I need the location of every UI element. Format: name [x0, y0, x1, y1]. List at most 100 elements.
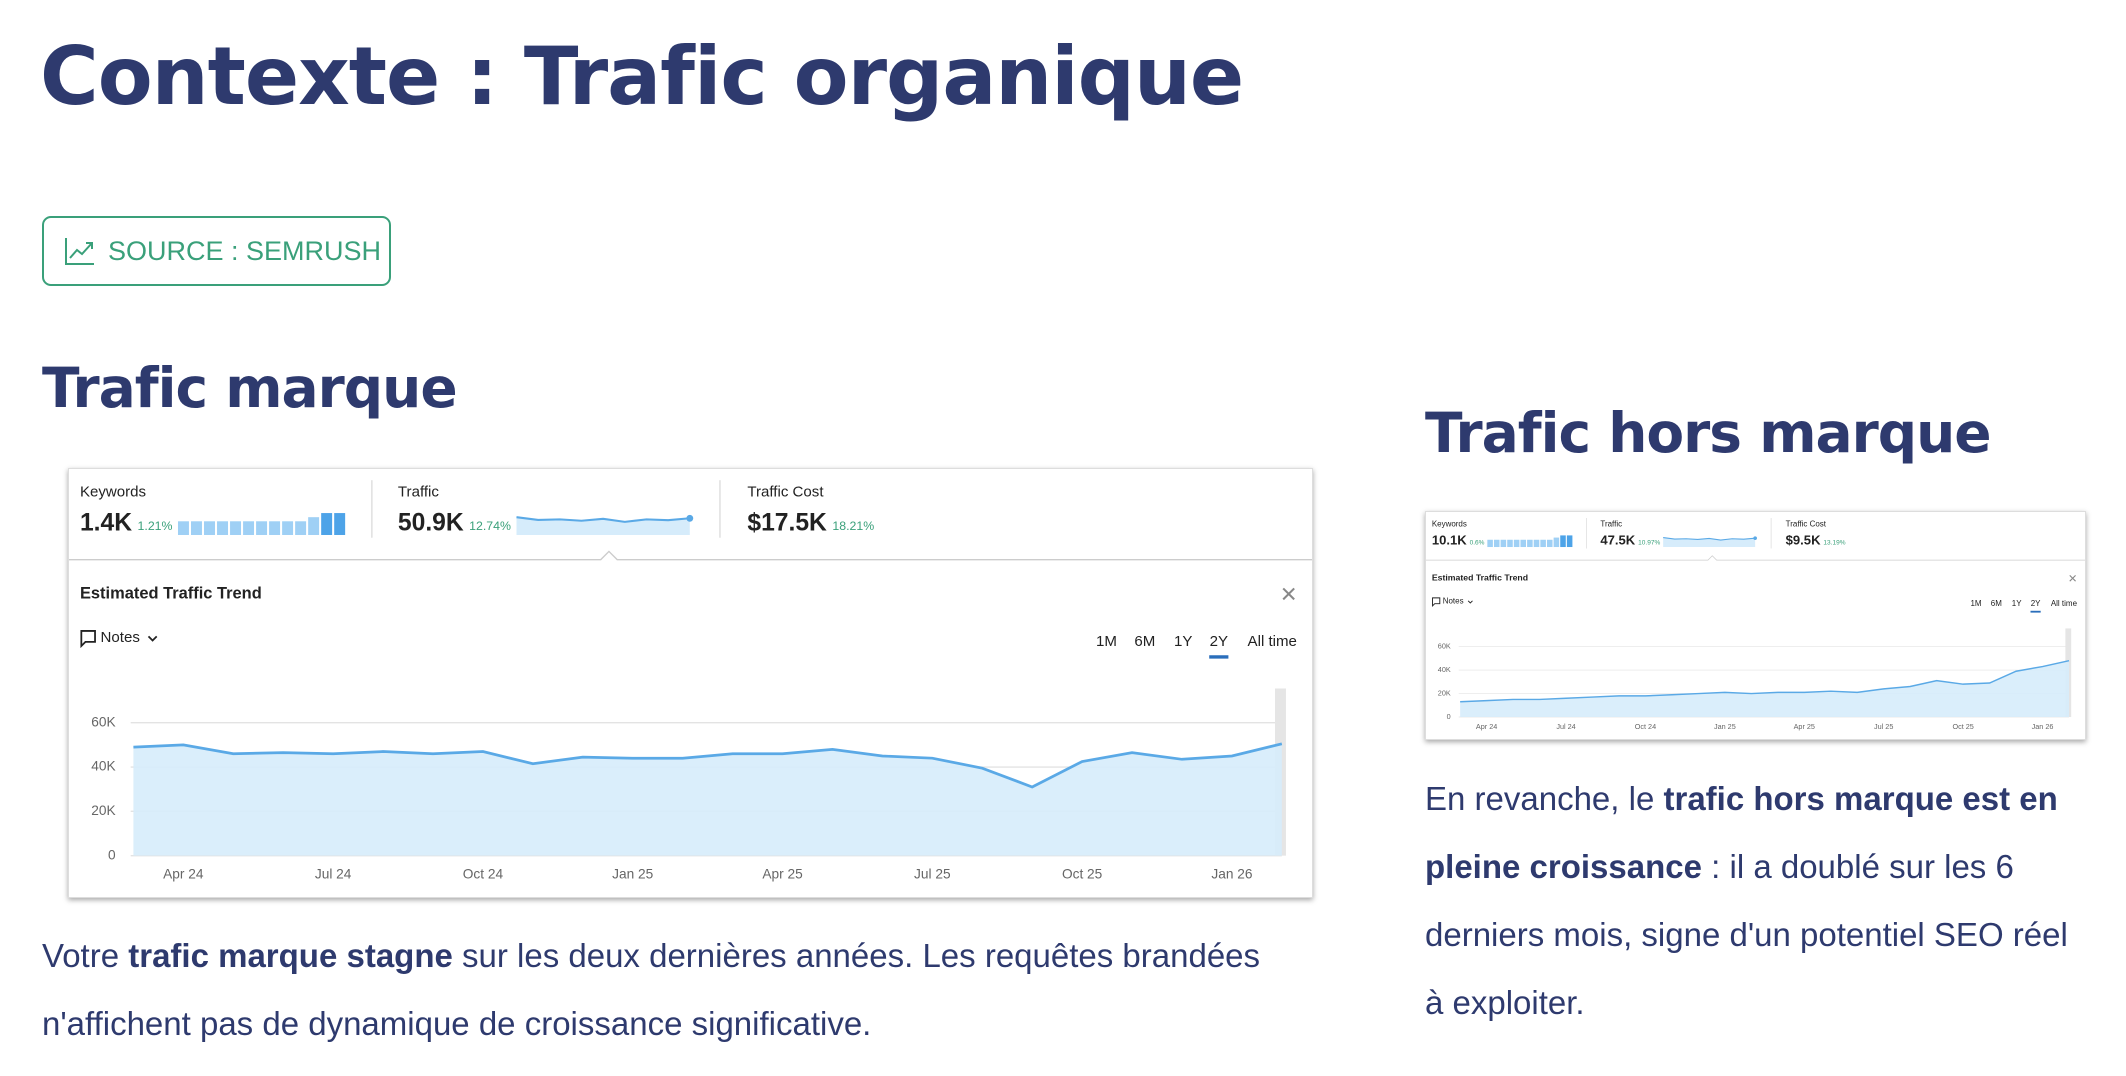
sparkbar: [230, 521, 242, 535]
emphasis: trafic hors marque est en pleine croissa…: [1425, 780, 2058, 885]
sparkbar: [308, 517, 320, 535]
widget-graphic: Keywords 1.4K 1.21% Traffic 50.9K 12.74% Traff…: [69, 480, 1312, 881]
metric-label: Traffic Cost: [747, 483, 824, 500]
sparkline: [516, 516, 690, 523]
y-tick-label: 20K: [1438, 688, 1451, 697]
range-button: 2Y: [2031, 599, 2041, 608]
separator: [1426, 555, 2085, 561]
sparkbar: [1513, 539, 1520, 548]
separator: [69, 550, 1312, 561]
sparkbar: [1540, 539, 1546, 548]
panel-heading: Trafic marque: [42, 356, 458, 420]
sparkline-area: [516, 517, 690, 535]
x-tick-label: Jan 26: [2032, 722, 2054, 731]
metric-label: Traffic: [1600, 520, 1622, 529]
panel-text: Votre trafic marque stagne sur les deux …: [42, 922, 1302, 1058]
metric-change: 18.21%: [832, 519, 874, 533]
y-tick-label: 60K: [91, 714, 115, 729]
area: [1460, 660, 2070, 718]
source-badge: SOURCE : SEMRUSH: [42, 216, 391, 286]
x-tick-label: Oct 25: [1062, 866, 1103, 881]
sparkbar: [1533, 539, 1540, 548]
metric-change: 0.6%: [1470, 539, 1485, 546]
sparkbar: [1553, 537, 1560, 548]
y-tick-label: 0: [108, 847, 116, 862]
metric-label: Keywords: [80, 483, 146, 500]
text-run: Votre: [42, 937, 129, 974]
x-tick-label: Jul 25: [1874, 722, 1893, 731]
sparkbar: [334, 513, 346, 535]
range-button: 1Y: [2012, 599, 2022, 608]
metric-change: 13.19%: [1823, 539, 1845, 546]
trend-title: Estimated Traffic Trend: [80, 584, 262, 602]
sparkbar: [1560, 535, 1566, 548]
notes-icon: [80, 630, 96, 649]
metric-change: 12.74%: [469, 519, 511, 533]
sparkbar: [1500, 539, 1507, 548]
x-tick-label: Jan 25: [1714, 722, 1736, 731]
semrush-widget: Keywords 1.4K 1.21% Traffic 50.9K 12.74% Traff…: [68, 468, 1313, 898]
emphasis: trafic marque stagne: [128, 937, 453, 974]
panel-heading: Trafic hors marque: [1425, 401, 1992, 465]
sparkbar: [191, 521, 202, 535]
sparkline-dot: [1753, 536, 1757, 540]
sparkline-dot: [686, 514, 694, 522]
area: [133, 743, 1282, 856]
metric-change: 10.97%: [1638, 539, 1660, 546]
notes-icon: [1432, 597, 1441, 608]
chart-icon: [65, 238, 94, 265]
y-tick-label: 0: [1447, 712, 1451, 721]
metric-label: Traffic: [398, 483, 439, 500]
close-icon: [1282, 587, 1295, 601]
sparkbar: [1520, 539, 1527, 548]
notes-label: Notes: [1443, 597, 1464, 606]
range-button: 1Y: [1174, 633, 1192, 650]
metric-value: 10.1K: [1432, 533, 1467, 548]
line: [133, 742, 1283, 789]
metric-change: 1.21%: [138, 519, 173, 533]
sparkbar: [1527, 539, 1533, 548]
range-button: 1M: [1970, 599, 1981, 608]
y-tick-label: 20K: [91, 803, 115, 818]
metric-label: Keywords: [1432, 520, 1467, 529]
sparkbar: [269, 521, 281, 535]
y-tick-label: 40K: [91, 759, 115, 774]
trend-title: Estimated Traffic Trend: [1432, 573, 1528, 583]
sparkbar: [256, 521, 268, 535]
sparkbar: [204, 521, 215, 535]
sparkbar: [1493, 539, 1500, 548]
x-tick-label: Oct 25: [1952, 722, 1973, 731]
semrush-widget: Keywords 10.1K 0.6% Traffic 47.5K 10.97% Traff…: [1425, 511, 2086, 740]
sparkbar: [295, 521, 307, 535]
range-button: 6M: [1991, 599, 2002, 608]
x-tick-label: Apr 24: [1476, 722, 1497, 731]
range-button: 1M: [1096, 633, 1117, 650]
metric-value: $9.5K: [1786, 533, 1821, 548]
title: Contexte : Trafic organique: [40, 30, 1244, 123]
x-tick-label: Jul 24: [315, 866, 352, 881]
sparkbar: [243, 521, 255, 535]
metric-value: $17.5K: [747, 510, 827, 537]
y-tick-label: 40K: [1438, 665, 1451, 674]
sparkbar: [1566, 535, 1573, 548]
metric-value: 50.9K: [398, 510, 464, 537]
sparkbar: [1507, 539, 1513, 548]
range-button: All time: [2051, 599, 2078, 608]
sparkbar: [1546, 539, 1553, 548]
chevron: [147, 635, 158, 642]
range-button: All time: [1248, 633, 1297, 650]
range-button: 6M: [1134, 633, 1155, 650]
x-tick-label: Apr 25: [762, 866, 803, 881]
sparkline: [1663, 537, 1756, 541]
badge-text: SOURCE : SEMRUSH: [108, 235, 382, 266]
x-tick-label: Oct 24: [1635, 722, 1656, 731]
close-icon: [2069, 574, 2076, 582]
line: [1460, 659, 2070, 703]
sparkbar: [217, 521, 228, 535]
x-tick-label: Jan 26: [1211, 866, 1252, 881]
panel-text: En revanche, le trafic hors marque est e…: [1425, 765, 2095, 1037]
range-button: 2Y: [1210, 633, 1228, 650]
sparkbar: [177, 521, 189, 535]
x-tick-label: Oct 24: [463, 866, 504, 881]
text-run: : il a doublé sur les 6 derniers mois, s…: [1425, 848, 2068, 1021]
